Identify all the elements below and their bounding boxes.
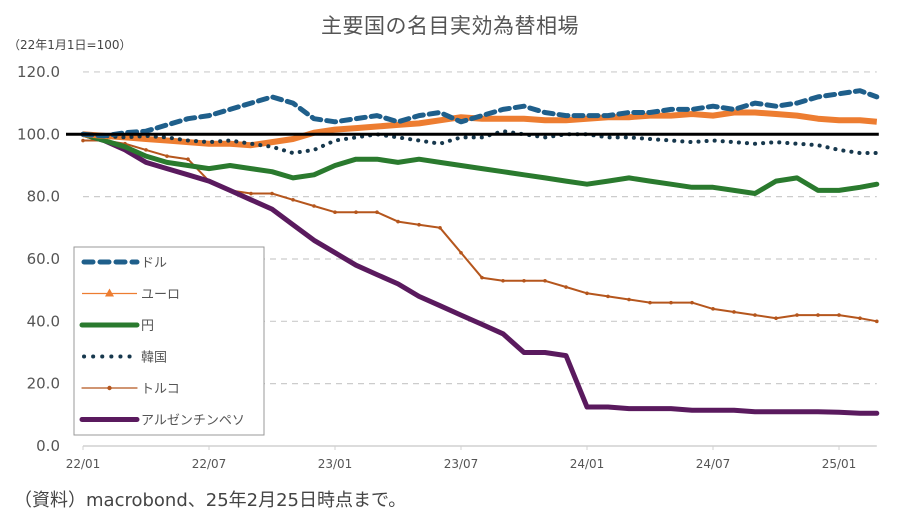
chart-plot: 0.0 20.0 40.0 60.0 80.0 100.0 120.0 22/01 22/07… — [17, 63, 880, 471]
data-point — [564, 285, 568, 289]
data-point — [732, 310, 736, 314]
data-point — [875, 319, 879, 324]
data-point — [753, 313, 757, 317]
series-line-3 — [81, 129, 879, 155]
series-line-5 — [80, 131, 880, 416]
x-tick-label: 23/07 — [444, 457, 479, 471]
series-line-0 — [80, 88, 880, 139]
x-tick-label: 24/07 — [696, 457, 731, 471]
data-point — [417, 222, 421, 227]
legend-item: 円 — [79, 319, 154, 334]
y-tick-label: 120.0 — [17, 63, 60, 81]
legend-label: ドル — [141, 256, 167, 271]
data-point — [186, 157, 190, 162]
data-point — [81, 138, 85, 143]
data-point — [648, 300, 652, 305]
data-point — [480, 275, 484, 280]
x-tick-label: 22/07 — [192, 457, 227, 471]
dot-marker-icon — [107, 385, 112, 391]
series-line-1 — [82, 109, 878, 149]
x-axis: 22/01 22/07 23/01 23/07 24/01 24/07 25/01 — [66, 445, 877, 471]
data-point — [291, 197, 295, 202]
data-point — [396, 219, 400, 224]
data-point — [606, 294, 610, 299]
y-axis-unit-label: （22年1月1日=100） — [8, 38, 132, 52]
data-point — [522, 278, 526, 283]
legend-item: ドル — [81, 256, 167, 271]
y-tick-label: 100.0 — [17, 125, 60, 143]
data-point — [333, 210, 337, 215]
data-point — [543, 278, 547, 283]
y-tick-label: 20.0 — [27, 375, 60, 393]
y-axis-ticks: 0.0 20.0 40.0 60.0 80.0 100.0 120.0 — [17, 63, 60, 455]
y-tick-label: 40.0 — [27, 312, 60, 330]
legend-item: トルコ — [81, 382, 180, 397]
series-line-2 — [80, 131, 880, 196]
legend-label: 韓国 — [141, 351, 167, 366]
legend-label: トルコ — [141, 382, 180, 397]
data-point — [669, 300, 673, 305]
legend-item: 韓国 — [82, 351, 167, 366]
y-tick-label: 60.0 — [27, 250, 60, 268]
data-point — [270, 191, 274, 196]
legend-label: 円 — [141, 319, 154, 334]
chart-title: 主要国の名目実効為替相場 — [321, 14, 579, 38]
data-point — [249, 191, 253, 196]
data-point — [438, 226, 442, 230]
y-tick-label: 80.0 — [27, 188, 60, 206]
data-point — [354, 210, 358, 215]
data-point — [816, 313, 820, 317]
data-point — [795, 313, 799, 317]
legend-item: ユーロ — [82, 288, 180, 303]
data-point — [858, 316, 862, 321]
data-point — [774, 316, 778, 321]
data-point — [585, 291, 589, 296]
x-tick-label: 24/01 — [570, 457, 605, 471]
data-point — [837, 313, 841, 317]
legend-box — [73, 246, 265, 436]
data-point — [501, 278, 505, 283]
x-tick-label: 25/01 — [822, 457, 857, 471]
data-point — [627, 297, 631, 302]
x-tick-label: 22/01 — [66, 457, 101, 471]
data-point — [459, 250, 463, 255]
series-lines — [80, 88, 880, 416]
legend-label: アルゼンチンペソ — [141, 414, 245, 429]
data-point — [375, 210, 379, 215]
source-note: （資料）macrobond、25年2月25日時点まで。 — [14, 490, 407, 511]
data-point — [165, 154, 169, 158]
triangle-marker-icon — [105, 288, 114, 297]
data-point — [144, 148, 148, 152]
data-point — [312, 204, 316, 208]
x-tick-label: 23/01 — [318, 457, 353, 471]
y-tick-label: 0.0 — [36, 437, 60, 455]
data-point — [711, 307, 715, 311]
legend-label: ユーロ — [141, 288, 180, 303]
legend-item: アルゼンチンペソ — [79, 414, 245, 429]
data-point — [690, 300, 694, 305]
